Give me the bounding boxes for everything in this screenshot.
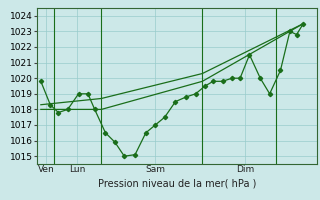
X-axis label: Pression niveau de la mer( hPa ): Pression niveau de la mer( hPa ) — [98, 179, 256, 189]
